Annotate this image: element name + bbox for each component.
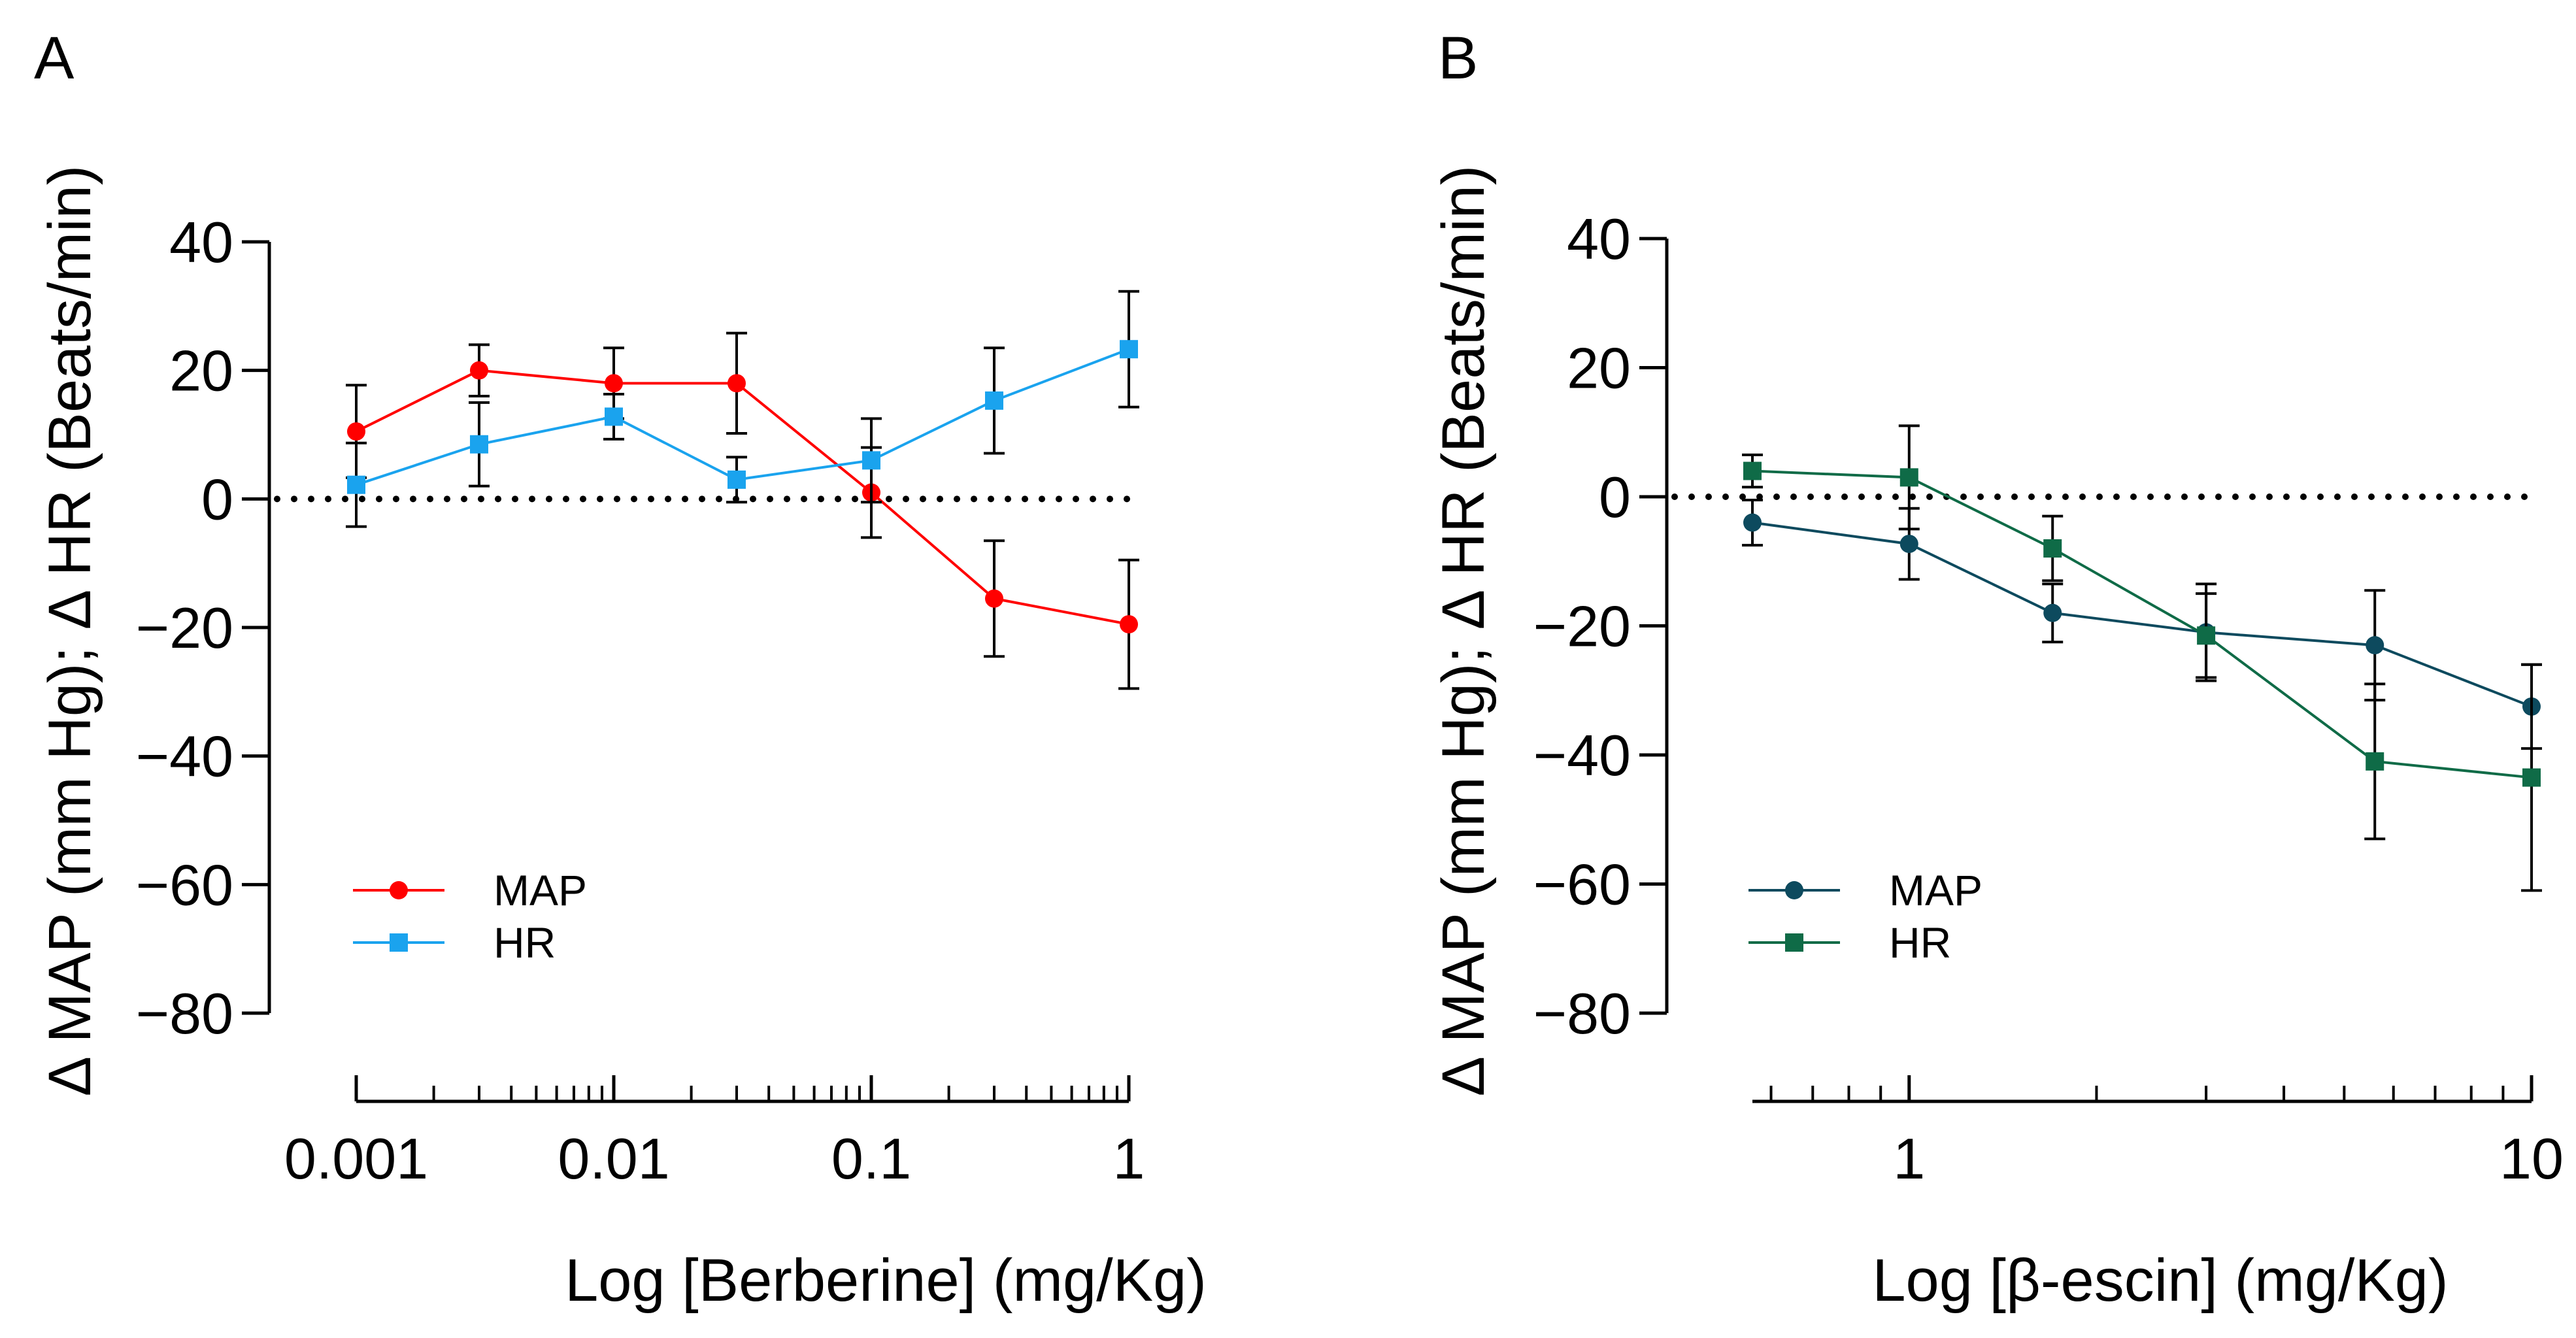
- data-point-hr-b: [2197, 626, 2216, 645]
- y-ticks-a: −80 −60 −40 −20 0 20 40: [136, 210, 269, 1046]
- legend-map-label-b: MAP: [1889, 866, 1982, 914]
- y-tick-label-a: −20: [136, 595, 233, 660]
- panel-letter-b: B: [1438, 25, 1478, 92]
- y-axis-title-a: Δ MAP (mm Hg); Δ HR (Beats/min): [37, 165, 103, 1097]
- data-point-map-a: [984, 589, 1003, 608]
- series-map-a: [346, 331, 1139, 690]
- series-line-hr-b: [1752, 469, 2532, 779]
- data-point-map-a: [347, 422, 365, 441]
- y-tick-label-b: 40: [1567, 207, 1631, 271]
- data-point-map-b: [2043, 603, 2062, 622]
- legend-hr-label-b: HR: [1889, 918, 1951, 967]
- series-group-b: [1742, 424, 2542, 892]
- legend-a: MAP HR: [353, 866, 587, 967]
- legend-map-label-a: MAP: [493, 866, 587, 914]
- y-tick-label-b: 0: [1599, 465, 1631, 529]
- series-hr-a: [346, 290, 1139, 528]
- x-axis-title-a: Log [Berberine] (mg/Kg): [565, 1247, 1207, 1314]
- y-tick-label-b: −60: [1533, 852, 1631, 917]
- panel-letter-a: A: [34, 25, 75, 92]
- y-tick-label-b: 20: [1567, 336, 1631, 401]
- data-point-map-a: [605, 374, 623, 393]
- data-point-map-b: [1899, 535, 1918, 554]
- y-ticks-b: −80 −60 −40 −20 0 20 40: [1533, 207, 1667, 1046]
- data-point-map-b: [2366, 636, 2384, 655]
- data-point-hr-b: [2522, 768, 2541, 787]
- panel-b: B Δ MAP (mm Hg); Δ HR (Beats/min) Log [β…: [1430, 25, 2564, 1314]
- legend-hr-marker-b: [1785, 933, 1803, 952]
- y-tick-label-a: 0: [201, 467, 233, 531]
- data-point-hr-b: [1743, 461, 1762, 480]
- y-tick-label-b: −80: [1533, 981, 1631, 1046]
- legend-map-marker-a: [390, 881, 408, 899]
- data-point-hr-a: [605, 407, 623, 426]
- y-tick-label-b: −40: [1533, 723, 1631, 788]
- y-tick-label-a: 40: [169, 210, 233, 275]
- legend-hr-label-a: HR: [493, 918, 556, 967]
- y-tick-label-a: −80: [136, 981, 233, 1046]
- data-point-hr-a: [1120, 340, 1138, 359]
- series-line-map-a: [356, 369, 1129, 626]
- y-tick-label-b: −20: [1533, 594, 1631, 659]
- x-tick-label-a: 0.1: [831, 1126, 911, 1191]
- data-point-hr-b: [2043, 539, 2062, 558]
- y-tick-label-a: −60: [136, 852, 233, 917]
- data-point-hr-a: [984, 391, 1003, 410]
- y-axis-title-b: Δ MAP (mm Hg); Δ HR (Beats/min): [1430, 165, 1497, 1097]
- x-tick-label-a: 0.001: [284, 1126, 428, 1191]
- x-ticks-a: 0.001 0.01 0.1 1: [284, 1075, 1145, 1191]
- series-map-b: [1742, 498, 2542, 750]
- x-tick-label-b: 1: [1893, 1126, 1925, 1191]
- data-point-map-b: [1743, 513, 1762, 532]
- series-hr-b: [1742, 424, 2542, 892]
- data-point-hr-a: [347, 475, 365, 494]
- x-axis-title-b: Log [β-escin] (mg/Kg): [1872, 1247, 2448, 1314]
- data-point-map-a: [727, 374, 746, 393]
- legend-b: MAP HR: [1748, 866, 1982, 967]
- series-group-a: [346, 290, 1139, 690]
- series-line-map-b: [1752, 521, 2532, 708]
- x-tick-label-a: 0.01: [558, 1126, 669, 1191]
- x-tick-label-b: 10: [2500, 1126, 2564, 1191]
- x-tick-label-a: 1: [1113, 1126, 1145, 1191]
- data-point-map-a: [1120, 615, 1138, 634]
- panel-a: A Δ MAP (mm Hg); Δ HR (Beats/min) Log [B…: [34, 25, 1207, 1314]
- x-ticks-b: 1 10: [1769, 1075, 2564, 1191]
- data-point-map-a: [469, 361, 488, 380]
- legend-hr-marker-a: [390, 933, 408, 952]
- data-point-hr-b: [1899, 468, 1918, 487]
- data-point-hr-a: [727, 470, 746, 489]
- y-tick-label-a: −40: [136, 724, 233, 789]
- data-point-hr-b: [2366, 752, 2384, 771]
- legend-map-marker-b: [1785, 881, 1803, 899]
- data-point-hr-a: [862, 451, 880, 470]
- y-tick-label-a: 20: [169, 339, 233, 403]
- data-point-hr-a: [469, 435, 488, 454]
